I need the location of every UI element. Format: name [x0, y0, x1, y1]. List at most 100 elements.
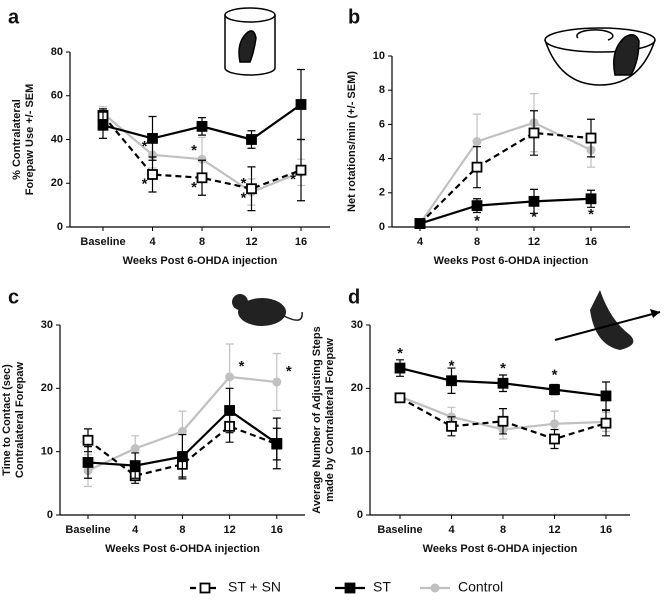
significance: * [191, 179, 197, 196]
point [129, 460, 141, 472]
x-tick-label: 12 [548, 524, 560, 536]
y-tick-label: 60 [51, 90, 63, 102]
significance: * [552, 367, 558, 384]
plot: b 0 2 4 6 8 10 4 8 12 16 Weeks Post 6-OHDA injectio… [346, 6, 630, 267]
y-tick-label: 20 [351, 382, 363, 394]
y-tick-label: 0 [47, 509, 53, 521]
series-line [419, 131, 592, 225]
significance: * [191, 142, 197, 159]
y-tick-label: 10 [41, 446, 53, 458]
y-axis-title: Net rotations/min (+/- SEM) [346, 71, 358, 212]
series-line [419, 197, 592, 225]
y-axis-title: made by Contralateral Forepaw [324, 338, 336, 502]
point [271, 438, 283, 449]
legend-label: ST [373, 579, 391, 595]
point [272, 377, 282, 387]
significance: * [500, 360, 506, 377]
point [246, 183, 257, 195]
x-tick-label: Baseline [377, 524, 422, 536]
y-axis-title: Time to Contact (sec) [1, 364, 13, 476]
point [497, 377, 509, 389]
point [147, 133, 158, 144]
point [196, 120, 208, 132]
x-axis-title: Weeks Post 6-OHDA injection [123, 255, 278, 267]
point [225, 372, 235, 382]
point [600, 390, 612, 402]
x-tick-label: 4 [132, 524, 139, 536]
x-tick-label: 12 [223, 524, 235, 536]
y-axis-title: Contralateral Forepaw [14, 361, 26, 478]
point [446, 420, 457, 432]
x-tick-label: 12 [245, 236, 257, 248]
y-tick-label: 0 [57, 221, 63, 233]
point [246, 134, 257, 145]
x-tick-label: 8 [179, 524, 185, 536]
point [177, 426, 187, 436]
point [585, 132, 597, 144]
significance: * [588, 206, 594, 223]
series-line [87, 425, 278, 477]
y-tick-label: 20 [51, 177, 63, 189]
point [600, 417, 612, 429]
x-axis-title: Weeks Post 6-OHDA injection [423, 543, 578, 555]
point [199, 582, 211, 594]
point [97, 119, 109, 131]
significance: * [474, 213, 480, 230]
point [550, 419, 559, 429]
point [344, 582, 356, 594]
x-tick-label: 8 [500, 524, 506, 536]
x-tick-label: 16 [295, 236, 307, 248]
point [295, 164, 307, 176]
point [430, 583, 440, 593]
significance: * [290, 171, 296, 188]
paw-icon [554, 290, 661, 350]
y-tick-label: 10 [373, 50, 385, 62]
x-tick-label: Baseline [65, 524, 110, 536]
y-tick-label: 6 [379, 118, 385, 130]
x-tick-label: 4 [417, 236, 424, 248]
point [82, 434, 94, 446]
point [446, 375, 457, 387]
x-axis-title: Weeks Post 6-OHDA injection [434, 255, 589, 267]
cylinder-icon [224, 7, 276, 76]
x-tick-label: 4 [149, 236, 156, 248]
point [585, 193, 597, 205]
y-axis-title: Average Number of Adjusting Steps [311, 326, 323, 513]
significance: * [142, 175, 148, 192]
series-line [419, 121, 592, 225]
y-tick-label: 40 [51, 133, 63, 145]
point [147, 169, 158, 180]
y-tick-label: 0 [357, 509, 363, 521]
x-tick-label: 16 [585, 236, 597, 248]
y-tick-label: 30 [41, 319, 53, 331]
legend-label: Control [458, 579, 503, 595]
point [224, 405, 236, 416]
point [176, 451, 188, 463]
panel-label: c [8, 286, 19, 308]
point [394, 362, 406, 374]
x-tick-label: Baseline [80, 236, 125, 248]
significance: * [286, 363, 292, 380]
y-axis-title: % Contralateral [11, 99, 23, 180]
x-axis-title: Weeks Post 6-OHDA injection [105, 543, 260, 555]
y-tick-label: 2 [379, 187, 385, 199]
series-line [102, 114, 302, 190]
legend-label: ST + SN [228, 579, 281, 595]
x-tick-label: 8 [474, 236, 480, 248]
point [497, 415, 509, 427]
legend: ST + SN ST Control [190, 579, 503, 595]
plot: d 0 10 20 30 Baseline 4 8 12 16 Weeks Post 6-OHDA … [311, 286, 630, 555]
plot: c 0 10 20 30 Baseline 4 8 12 16 Weeks Post 6-OHDA … [1, 286, 305, 555]
significance: * [449, 358, 455, 375]
point [196, 172, 208, 184]
x-tick-label: 12 [528, 236, 540, 248]
point [295, 99, 307, 110]
y-tick-label: 8 [379, 84, 385, 96]
y-tick-label: 4 [379, 153, 386, 165]
y-tick-label: 30 [351, 319, 363, 331]
y-tick-label: 10 [351, 446, 363, 458]
panel-label: d [348, 286, 360, 308]
plot: a 0 20 40 60 80 Baseline 4 8 12 16 Weeks Post 6-OHD… [8, 6, 330, 267]
